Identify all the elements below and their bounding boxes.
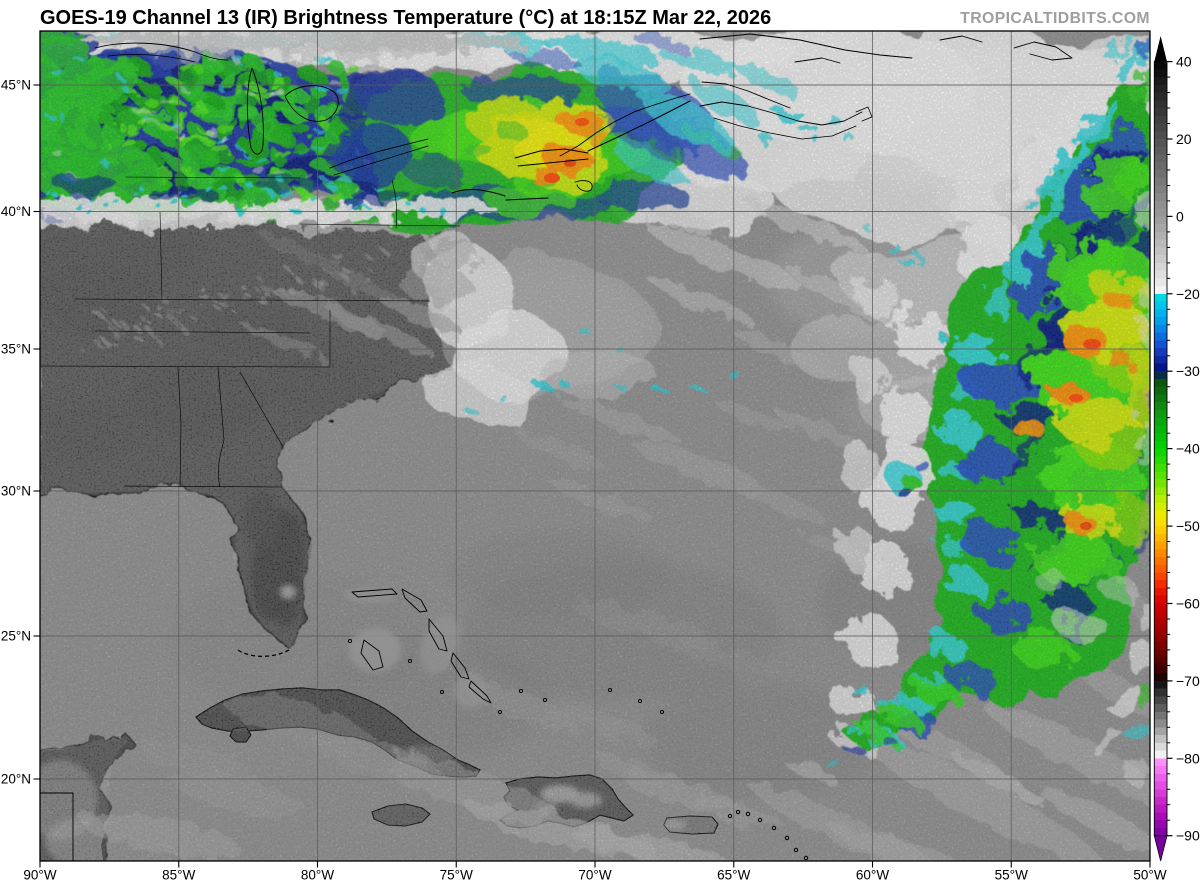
- svg-text:25°N: 25°N: [1, 629, 31, 644]
- svg-text:−30: −30: [1176, 363, 1200, 379]
- svg-text:20: 20: [1176, 131, 1192, 147]
- svg-text:75°W: 75°W: [440, 868, 473, 883]
- svg-text:85°W: 85°W: [162, 868, 195, 883]
- svg-text:50°W: 50°W: [1133, 868, 1166, 883]
- svg-text:65°W: 65°W: [717, 868, 750, 883]
- svg-text:GOES-19 Channel 13 (IR) Bright: GOES-19 Channel 13 (IR) Brightness Tempe…: [40, 7, 771, 29]
- svg-text:55°W: 55°W: [995, 868, 1028, 883]
- svg-text:−80: −80: [1176, 750, 1200, 766]
- svg-text:−40: −40: [1176, 441, 1200, 457]
- svg-text:40°N: 40°N: [1, 204, 31, 219]
- svg-text:30°N: 30°N: [1, 484, 31, 499]
- svg-text:70°W: 70°W: [578, 868, 611, 883]
- svg-text:60°W: 60°W: [856, 868, 889, 883]
- svg-text:−60: −60: [1176, 596, 1200, 612]
- svg-text:90°W: 90°W: [23, 868, 56, 883]
- svg-text:−50: −50: [1176, 518, 1200, 534]
- svg-text:TROPICALTIDBITS.COM: TROPICALTIDBITS.COM: [960, 10, 1150, 27]
- svg-text:80°W: 80°W: [301, 868, 334, 883]
- svg-text:0: 0: [1176, 208, 1184, 224]
- svg-text:40: 40: [1176, 54, 1192, 70]
- svg-text:20°N: 20°N: [1, 772, 31, 787]
- svg-text:45°N: 45°N: [1, 78, 31, 93]
- svg-text:−70: −70: [1176, 673, 1200, 689]
- svg-text:−90: −90: [1176, 828, 1200, 844]
- svg-text:35°N: 35°N: [1, 342, 31, 357]
- svg-text:−20: −20: [1176, 286, 1200, 302]
